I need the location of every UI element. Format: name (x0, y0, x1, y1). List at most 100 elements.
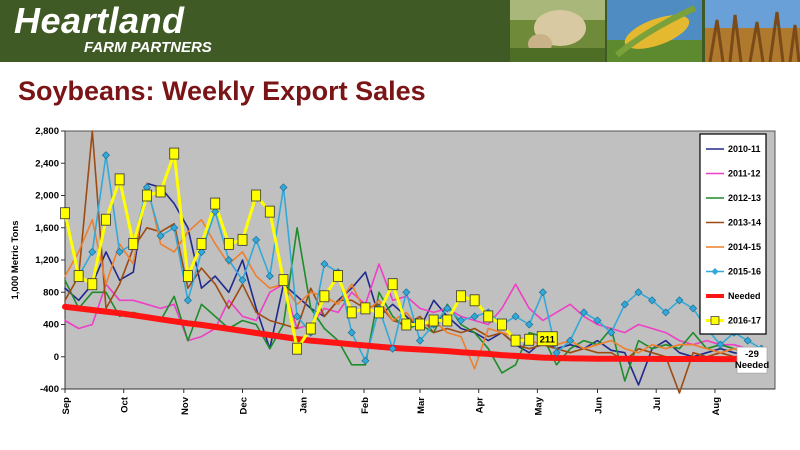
data-point-2016-17 (155, 185, 166, 198)
legend-label: 2015-16 (728, 267, 761, 277)
data-point-2016-17 (182, 270, 193, 283)
end-label-needed-value: -29 (745, 349, 759, 360)
legend-marker (710, 316, 720, 325)
x-tick-label: Jan (299, 397, 310, 414)
x-tick-label: Mar (416, 397, 427, 414)
x-tick-label: Jun (594, 397, 605, 414)
legend-label: 2010-11 (728, 144, 761, 154)
legend-label: 2011-12 (728, 169, 761, 179)
data-point-2015-16 (443, 304, 452, 313)
data-point-2016-17 (210, 197, 221, 210)
data-point-2015-16 (566, 336, 575, 345)
data-point-2015-16 (142, 183, 151, 192)
x-tick-label: Dec (239, 397, 250, 414)
data-point-2015-16 (552, 348, 561, 357)
x-tick-label: Apr (475, 397, 486, 414)
y-tick-label: 2,000 (35, 191, 59, 202)
company-logo: Heartland FARM PARTNERS (14, 2, 212, 56)
data-point-2016-17 (196, 237, 207, 250)
data-point-2016-17 (333, 270, 343, 283)
data-point-2015-16 (265, 272, 274, 281)
legend-label: 2013-14 (728, 218, 761, 228)
data-point-2016-17 (483, 310, 494, 323)
data-point-2016-17 (374, 306, 384, 319)
data-point-2016-17 (319, 290, 330, 303)
data-point-2015-16 (293, 312, 302, 321)
x-tick-label: Aug (711, 397, 722, 416)
series-line-2012-13 (64, 227, 763, 382)
series-line-2015-16 (64, 154, 763, 362)
header-photos (510, 0, 800, 62)
data-point-2016-17 (510, 334, 521, 347)
data-point-2015-16 (238, 276, 247, 285)
data-point-2015-16 (648, 296, 657, 305)
y-tick-label: 800 (43, 287, 59, 298)
data-point-2016-17 (346, 306, 357, 319)
data-point-2016-17 (428, 314, 439, 327)
export-sales-chart: -400 0 400 800 1,200 1,600 2,000 2,400 2,800 1,00… (10, 126, 776, 416)
data-point-2015-16 (743, 336, 752, 345)
data-point-2015-16 (183, 296, 192, 305)
data-point-2015-16 (252, 235, 261, 244)
data-point-2016-17 (442, 314, 453, 327)
corn-ear-photo (607, 0, 702, 62)
brand-tagline: FARM PARTNERS (84, 39, 212, 56)
data-point-2015-16 (525, 320, 534, 329)
data-point-2015-16 (716, 340, 725, 349)
data-point-2015-16 (224, 255, 233, 265)
data-point-2016-17 (87, 278, 98, 291)
x-tick-label: Oct (120, 396, 131, 413)
x-tick-label: May (533, 396, 544, 415)
data-point-2016-17 (251, 189, 262, 202)
header-banner: Heartland FARM PARTNERS (0, 0, 800, 62)
data-point-2016-17 (114, 173, 125, 186)
data-point-2015-16 (279, 183, 288, 192)
y-tick-label: 0 (54, 352, 59, 363)
x-tick-label: Feb (360, 397, 371, 414)
data-point-2016-17 (237, 233, 248, 246)
legend-label: Needed (728, 291, 761, 301)
data-point-2016-17 (415, 318, 425, 331)
data-point-2015-16 (388, 344, 397, 353)
y-tick-label: 400 (43, 320, 59, 331)
legend-label: 2014-15 (728, 242, 761, 252)
data-point-2015-16 (593, 316, 602, 325)
y-tick-label: 2,400 (35, 158, 59, 169)
brand-name: Heartland (14, 0, 185, 41)
legend-box (699, 133, 767, 335)
data-point-2016-17 (223, 237, 234, 250)
data-point-2015-16 (579, 308, 588, 317)
data-point-2015-16 (661, 308, 670, 317)
cow-grazing-photo (510, 0, 605, 62)
series-line-needed (62, 303, 765, 363)
data-point-2015-16 (675, 296, 684, 305)
data-point-2016-17 (278, 274, 289, 287)
soybean-field-photo (705, 0, 800, 62)
data-point-2015-16 (689, 304, 698, 313)
data-point-2016-17 (387, 278, 398, 291)
data-point-2015-16 (156, 231, 165, 240)
legend-label: 2016-17 (728, 316, 761, 326)
data-point-2016-17 (292, 342, 303, 355)
data-point-2015-16 (170, 223, 179, 232)
data-point-2016-17 (360, 302, 371, 315)
y-tick-label: 1,600 (35, 223, 59, 234)
legend-marker (711, 267, 719, 276)
data-point-2016-17 (128, 237, 139, 250)
data-point-2016-17 (60, 207, 70, 220)
data-point-2016-17 (401, 318, 412, 331)
data-point-2016-17 (73, 270, 84, 283)
data-point-2016-17 (305, 322, 316, 335)
data-point-2016-17 (169, 147, 180, 160)
data-point-2015-16 (538, 288, 547, 297)
y-tick-label: 1,200 (35, 255, 59, 266)
data-point-2016-17 (497, 318, 507, 331)
y-tick-label: 2,800 (35, 126, 59, 137)
end-label-box (536, 331, 558, 347)
data-point-2016-17 (469, 294, 480, 307)
data-point-2015-16 (511, 312, 520, 321)
data-point-2015-16 (197, 247, 206, 256)
end-label-current: 211 (540, 335, 556, 346)
data-point-2015-16 (320, 260, 329, 269)
x-tick-label: Nov (180, 396, 191, 415)
